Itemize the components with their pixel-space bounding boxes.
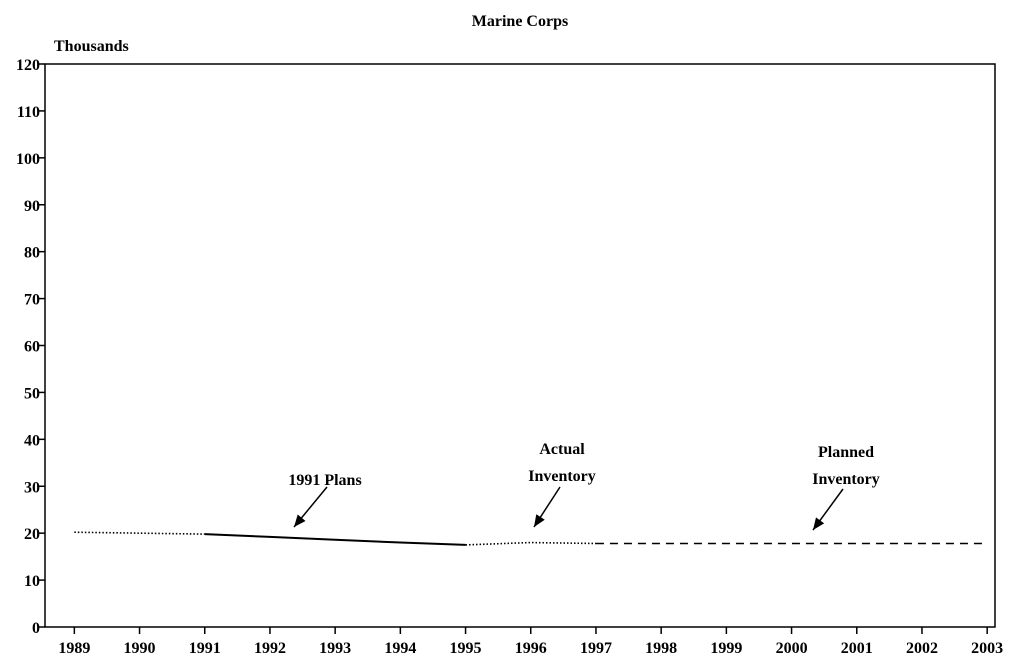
plot-frame <box>44 63 996 628</box>
y-tick-label: 30 <box>24 479 40 496</box>
y-tick-label: 60 <box>24 339 40 356</box>
x-tick-label: 1997 <box>580 640 612 657</box>
x-tick-label: 1999 <box>710 640 742 657</box>
chart-title: Marine Corps <box>472 13 568 30</box>
y-tick-label: 100 <box>16 151 40 168</box>
y-axis-label: Thousands <box>54 38 129 55</box>
arrow-head <box>294 514 306 527</box>
y-tick-label: 90 <box>24 198 40 215</box>
line-series <box>74 531 596 546</box>
y-tick-label: 20 <box>24 526 40 543</box>
arrow-head <box>813 517 825 530</box>
y-tick-label: 10 <box>24 573 40 590</box>
x-tick-label: 1993 <box>319 640 351 657</box>
x-tick-label: 2002 <box>906 640 938 657</box>
x-tick-label: 1998 <box>645 640 677 657</box>
x-tick-label: 1992 <box>254 640 286 657</box>
x-tick-label: 1991 <box>189 640 221 657</box>
x-tick-label: 1995 <box>450 640 482 657</box>
annotation-text: Actual <box>539 441 585 458</box>
arrow-head <box>534 514 545 527</box>
y-tick-label: 80 <box>24 245 40 262</box>
annotation-text: Planned <box>818 444 874 461</box>
y-tick-label: 40 <box>24 432 40 449</box>
x-tick-label: 1996 <box>515 640 547 657</box>
x-tick-label: 2000 <box>776 640 808 657</box>
y-tick-label: 50 <box>24 385 40 402</box>
annotation-text: Inventory <box>812 471 880 488</box>
y-tick-label: 110 <box>17 104 40 121</box>
line-series <box>204 533 466 546</box>
x-tick-label: 1989 <box>58 640 90 657</box>
x-tick-label: 1990 <box>124 640 156 657</box>
y-tick-label: 120 <box>16 57 40 74</box>
annotation-text: Inventory <box>528 468 596 485</box>
x-tick-label: 2003 <box>971 640 1003 657</box>
x-tick-label: 2001 <box>841 640 873 657</box>
x-tick-label: 1994 <box>384 640 416 657</box>
y-tick-label: 0 <box>32 620 40 637</box>
annotation-text: 1991 Plans <box>288 472 361 489</box>
y-tick-label: 70 <box>24 292 40 309</box>
